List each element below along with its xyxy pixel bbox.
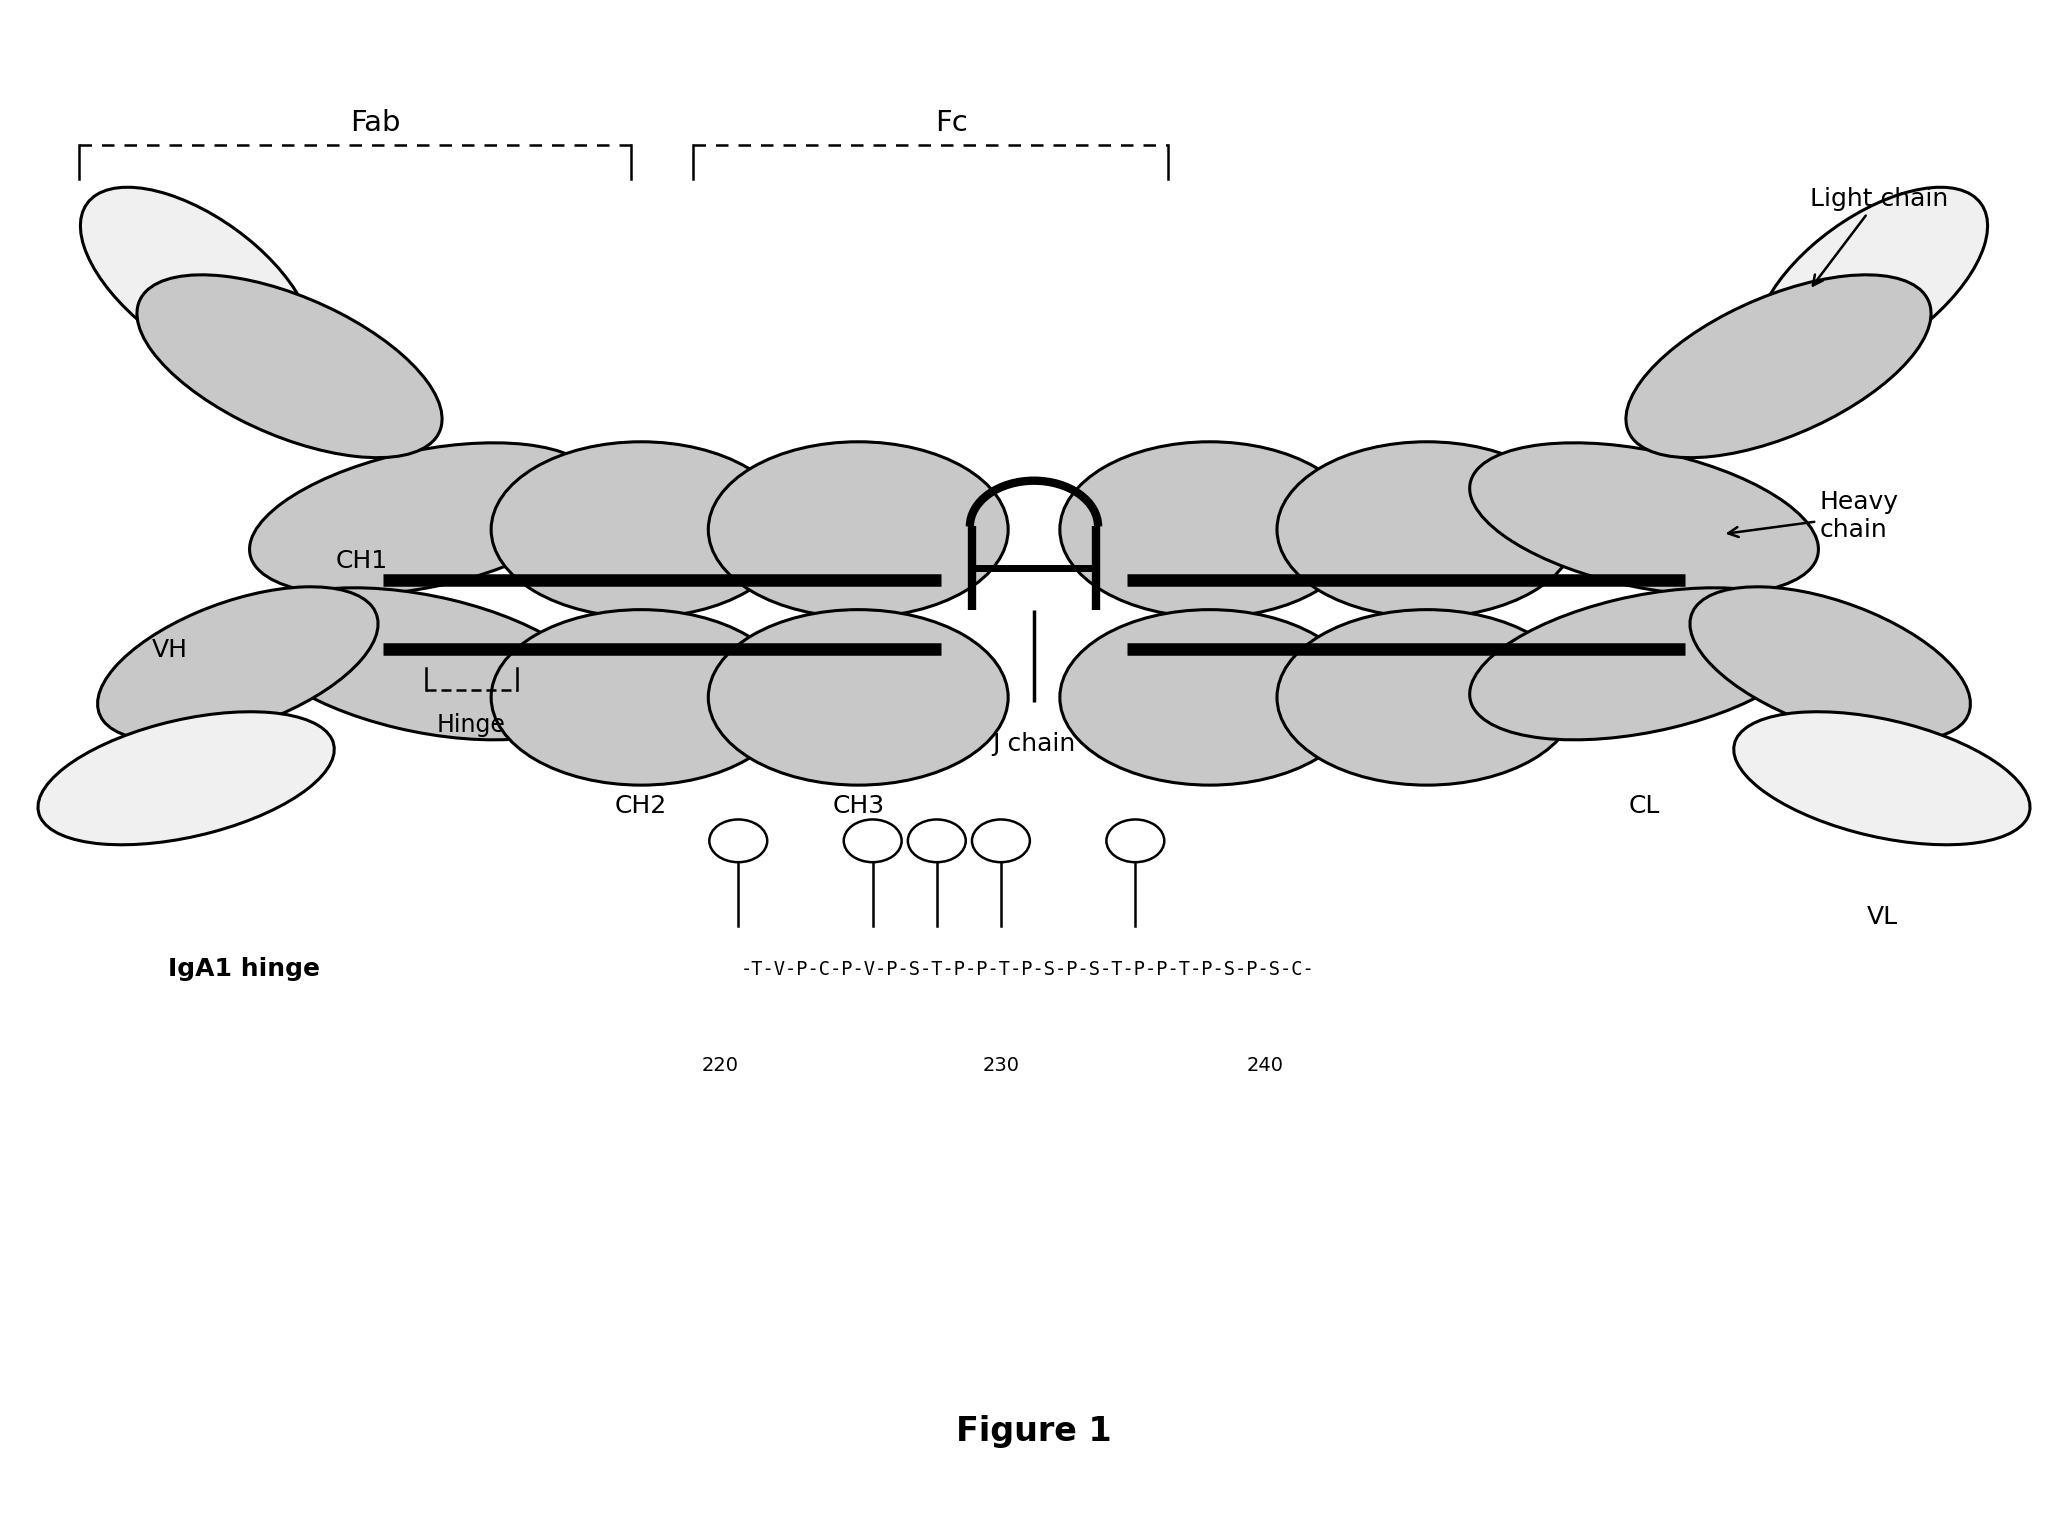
Ellipse shape xyxy=(1276,443,1578,617)
Ellipse shape xyxy=(136,275,443,458)
Ellipse shape xyxy=(1059,609,1361,784)
Text: 240: 240 xyxy=(1247,1056,1284,1074)
Ellipse shape xyxy=(1470,588,1818,740)
Ellipse shape xyxy=(1690,588,1971,740)
Ellipse shape xyxy=(250,588,598,740)
Circle shape xyxy=(844,819,902,862)
Ellipse shape xyxy=(1276,609,1578,784)
Text: J chain: J chain xyxy=(993,732,1075,757)
Text: Heavy
chain: Heavy chain xyxy=(1729,490,1898,542)
Ellipse shape xyxy=(81,188,312,377)
Text: 230: 230 xyxy=(982,1056,1020,1074)
Text: IgA1 hinge: IgA1 hinge xyxy=(168,957,321,981)
Ellipse shape xyxy=(37,711,335,845)
Circle shape xyxy=(709,819,767,862)
Ellipse shape xyxy=(1756,188,1987,377)
Ellipse shape xyxy=(707,443,1007,617)
Text: -T-V-P-C-P-V-P-S-T-P-P-T-P-S-P-S-T-P-P-T-P-S-P-S-C-: -T-V-P-C-P-V-P-S-T-P-P-T-P-S-P-S-T-P-P-T… xyxy=(740,960,1315,978)
Text: Fc: Fc xyxy=(935,110,968,137)
Text: Figure 1: Figure 1 xyxy=(955,1415,1113,1448)
Text: Light chain: Light chain xyxy=(1810,186,1948,285)
Ellipse shape xyxy=(1059,443,1361,617)
Text: CL: CL xyxy=(1628,794,1661,818)
Text: CH1: CH1 xyxy=(335,549,389,574)
Ellipse shape xyxy=(707,609,1007,784)
Circle shape xyxy=(972,819,1030,862)
Ellipse shape xyxy=(1733,711,2031,845)
Ellipse shape xyxy=(492,443,790,617)
Ellipse shape xyxy=(1470,443,1818,595)
Circle shape xyxy=(908,819,966,862)
Text: CH3: CH3 xyxy=(831,794,885,818)
Text: Hinge: Hinge xyxy=(436,713,507,737)
Ellipse shape xyxy=(492,609,790,784)
Text: CH2: CH2 xyxy=(614,794,668,818)
Ellipse shape xyxy=(1625,275,1932,458)
Text: VL: VL xyxy=(1865,905,1898,929)
Text: VH: VH xyxy=(151,638,188,662)
Ellipse shape xyxy=(97,588,378,740)
Text: Fab: Fab xyxy=(349,110,401,137)
Text: 220: 220 xyxy=(701,1056,738,1074)
Circle shape xyxy=(1106,819,1164,862)
Ellipse shape xyxy=(250,443,598,595)
